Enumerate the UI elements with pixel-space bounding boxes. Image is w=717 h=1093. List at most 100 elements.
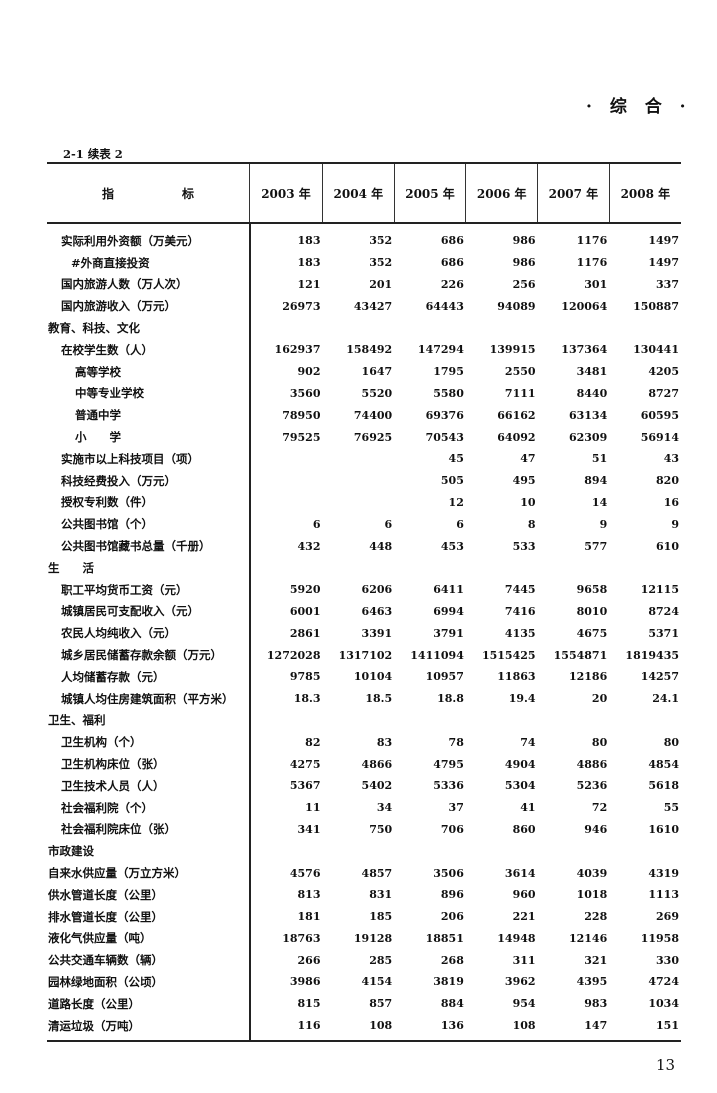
cell-value: 150887 xyxy=(633,299,679,313)
cell-value: 3560 xyxy=(289,386,321,400)
row-label: 城镇人均住房建筑面积（平方米） xyxy=(47,687,251,710)
cell-value: 1317102 xyxy=(338,648,393,662)
table-row: #外商直接投资 183 352 686 986 1176 1497 xyxy=(47,251,681,274)
cell-value xyxy=(538,317,610,339)
cell-value: 4866 xyxy=(361,757,393,771)
cell-value: 43427 xyxy=(353,299,393,313)
cell-value: 18763 xyxy=(282,931,321,945)
cell-value: 82 xyxy=(305,735,321,749)
cell-value: 495 xyxy=(512,474,536,488)
year-header: 2005 年 xyxy=(393,162,466,224)
cell-value: 41 xyxy=(520,801,536,815)
cell-value xyxy=(322,840,394,862)
row-label: 实施市以上科技项目（项） xyxy=(47,447,251,470)
cell-value: 66162 xyxy=(497,408,536,422)
row-label: #外商直接投资 xyxy=(47,251,251,274)
cell-value: 147294 xyxy=(417,343,464,357)
cell-value: 2861 xyxy=(289,626,321,640)
table-row: 职工平均货币工资（元） 5920 6206 6411 7445 9658 12115 xyxy=(47,578,681,601)
cell-value: 74400 xyxy=(353,408,393,422)
cell-value xyxy=(250,840,323,862)
table-row: 卫生、福利 xyxy=(47,709,681,732)
table-row: 清运垃圾（万吨） 116 108 136 108 147 151 xyxy=(47,1014,681,1043)
cell-value: 7111 xyxy=(504,386,536,400)
table-row: 科技经费投入（万元） 505 495 894 820 xyxy=(47,469,681,492)
row-label: 社会福利院（个） xyxy=(47,796,251,819)
cell-value: 1795 xyxy=(433,365,464,379)
cell-value: 226 xyxy=(440,277,464,291)
cell-value: 330 xyxy=(656,953,679,967)
cell-value: 56914 xyxy=(640,430,679,444)
cell-value: 269 xyxy=(656,910,679,924)
cell-value: 10957 xyxy=(425,670,464,684)
table-row: 城乡居民储蓄存款余额（万元） 1272028 1317102 1411094 15154… xyxy=(47,644,681,666)
cell-value: 5367 xyxy=(289,779,321,793)
row-label: 高等学校 xyxy=(47,360,251,383)
cell-value xyxy=(466,710,538,732)
cell-value: 4205 xyxy=(648,365,679,379)
cell-value: 954 xyxy=(512,997,536,1011)
cell-value: 5336 xyxy=(433,779,464,793)
cell-value: 6 xyxy=(456,517,464,531)
cell-value: 6 xyxy=(384,517,393,531)
cell-value: 706 xyxy=(440,822,464,836)
cell-value: 94089 xyxy=(497,299,536,313)
cell-value: 5520 xyxy=(361,386,393,400)
table-row: 自来水供应量（万立方米） 4576 4857 3506 3614 4039 4319 xyxy=(47,862,681,884)
row-label: 教育、科技、文化 xyxy=(47,317,251,339)
cell-value: 185 xyxy=(369,910,393,924)
cell-value: 83 xyxy=(376,735,393,749)
cell-value: 18.5 xyxy=(365,692,393,706)
cell-value: 341 xyxy=(297,822,321,836)
table-caption: 2-1 续表 2 xyxy=(63,147,123,161)
cell-value: 3986 xyxy=(289,975,321,989)
cell-value: 986 xyxy=(512,234,536,248)
cell-value: 1411094 xyxy=(410,648,464,662)
cell-value: 3962 xyxy=(504,975,536,989)
row-label: 社会福利院床位（张） xyxy=(47,818,251,841)
row-label: 城乡居民储蓄存款余额（万元） xyxy=(47,644,251,666)
table-row: 在校学生数（人） 162937 158492 147294 139915 137364 13… xyxy=(47,338,681,361)
cell-value: 6001 xyxy=(289,604,321,618)
cell-value: 884 xyxy=(440,997,464,1011)
cell-value: 37 xyxy=(448,801,464,815)
cell-value: 7445 xyxy=(504,583,536,597)
cell-value: 1018 xyxy=(576,888,608,902)
cell-value: 533 xyxy=(512,539,536,553)
cell-value: 4724 xyxy=(648,975,679,989)
cell-value: 1819435 xyxy=(625,648,679,662)
cell-value: 448 xyxy=(369,539,393,553)
row-label: 生 活 xyxy=(47,556,251,579)
cell-value: 896 xyxy=(440,888,464,902)
cell-value: 1647 xyxy=(361,365,393,379)
row-label: 中等专业学校 xyxy=(47,382,251,405)
table-row: 社会福利院床位（张） 341 750 706 860 946 1610 xyxy=(47,818,681,841)
cell-value: 19128 xyxy=(353,931,393,945)
cell-value xyxy=(609,317,681,339)
table-row: 公共图书馆藏书总量（千册） 432 448 453 533 577 610 xyxy=(47,535,681,557)
cell-value: 8727 xyxy=(648,386,679,400)
cell-value: 5371 xyxy=(648,626,679,640)
cell-value: 6411 xyxy=(433,583,464,597)
cell-value: 7416 xyxy=(504,604,536,618)
cell-value: 12 xyxy=(448,495,464,509)
cell-value xyxy=(609,840,681,862)
row-label: 卫生机构（个） xyxy=(47,731,251,754)
table-row: 公共交通车辆数（辆） 266 285 268 311 321 330 xyxy=(47,949,681,972)
cell-value: 4576 xyxy=(289,866,321,880)
cell-value: 4857 xyxy=(361,866,393,880)
cell-value: 136 xyxy=(394,1014,466,1043)
row-label: 国内旅游收入（万元） xyxy=(47,295,251,318)
cell-value xyxy=(322,492,394,514)
table-row: 公共图书馆（个） 6 6 6 8 9 9 xyxy=(47,513,681,536)
table-row: 液化气供应量（吨） 18763 19128 18851 14948 12146 11958 xyxy=(47,927,681,950)
cell-value xyxy=(322,317,394,339)
cell-value: 4135 xyxy=(504,626,536,640)
cell-value xyxy=(322,448,394,470)
cell-value: 4275 xyxy=(289,757,321,771)
cell-value: 181 xyxy=(297,910,321,924)
table-row: 农民人均纯收入（元） 2861 3391 3791 4135 4675 5371 xyxy=(47,622,681,645)
cell-value: 5402 xyxy=(361,779,393,793)
table-row: 小 学 79525 76925 70543 64092 62309 56914 xyxy=(47,426,681,448)
table-row: 卫生机构（个） 82 83 78 74 80 80 xyxy=(47,731,681,754)
